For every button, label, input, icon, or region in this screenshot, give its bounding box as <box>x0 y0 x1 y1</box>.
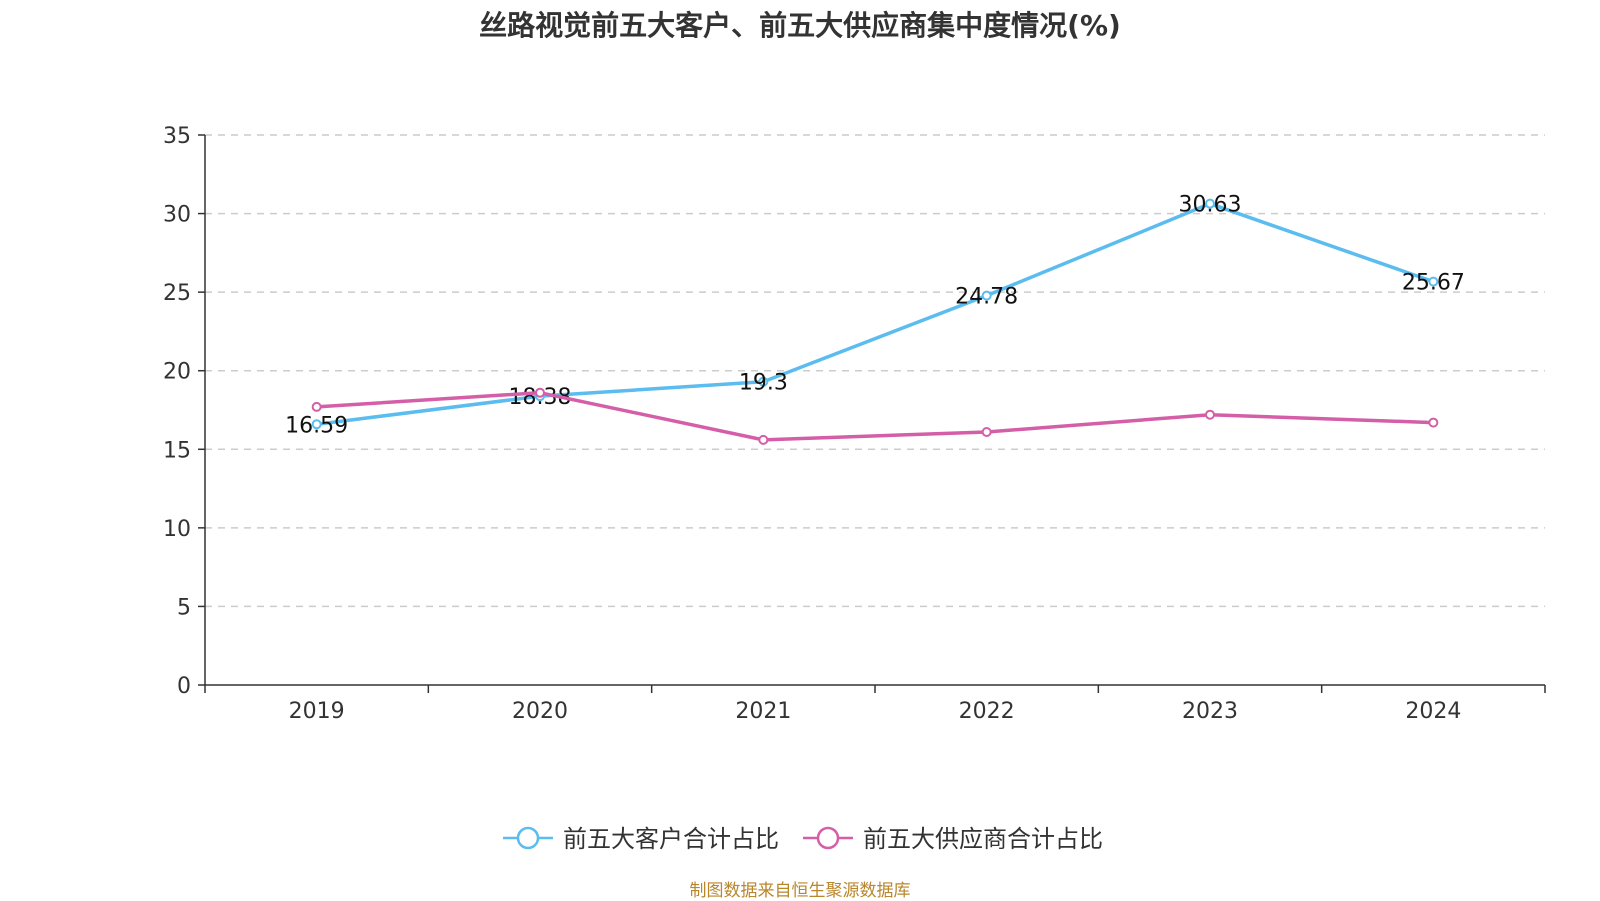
data-point <box>1428 417 1439 428</box>
legend-label: 前五大供应商合计占比 <box>863 825 1103 853</box>
y-tick-label: 10 <box>163 517 191 542</box>
x-tick-label: 2022 <box>959 699 1015 724</box>
data-label: 19.3 <box>739 371 788 396</box>
x-tick-label: 2023 <box>1182 699 1238 724</box>
data-label: 25.67 <box>1402 271 1465 296</box>
x-tick-label: 2021 <box>735 699 791 724</box>
source-note: 制图数据来自恒生聚源数据库 <box>689 881 911 901</box>
legend-item-0: 前五大客户合计占比 <box>503 825 779 853</box>
data-point <box>311 419 322 430</box>
legend-marker-icon <box>516 826 540 850</box>
data-point <box>758 434 769 445</box>
data-point <box>981 290 992 301</box>
x-tick-label: 2024 <box>1405 699 1461 724</box>
legend-item-1: 前五大供应商合计占比 <box>803 825 1103 853</box>
y-tick-label: 20 <box>163 360 191 385</box>
y-tick-label: 0 <box>177 674 191 699</box>
data-point <box>311 401 322 412</box>
data-point <box>1205 409 1215 420</box>
legend-marker-icon <box>816 826 840 850</box>
legend-label: 前五大客户合计占比 <box>563 825 779 853</box>
y-tick-label: 25 <box>163 281 191 306</box>
data-point <box>535 387 545 398</box>
data-label: 30.63 <box>1179 193 1242 218</box>
data-point <box>1428 276 1439 287</box>
series-line-1 <box>316 390 1434 442</box>
chart-title: 丝路视觉前五大客户、前五大供应商集中度情况(%) <box>479 9 1121 42</box>
data-label: 16.59 <box>285 413 348 438</box>
y-tick-label: 5 <box>177 595 191 620</box>
y-tick-label: 35 <box>163 124 191 149</box>
y-tick-label: 30 <box>163 203 191 228</box>
x-tick-label: 2020 <box>512 699 568 724</box>
data-point <box>1205 198 1215 209</box>
data-point <box>758 376 769 387</box>
y-tick-label: 15 <box>163 438 191 463</box>
series-line-0 <box>316 201 1434 427</box>
data-label: 24.78 <box>955 285 1018 310</box>
data-point <box>981 427 992 437</box>
x-tick-label: 2019 <box>289 699 345 724</box>
